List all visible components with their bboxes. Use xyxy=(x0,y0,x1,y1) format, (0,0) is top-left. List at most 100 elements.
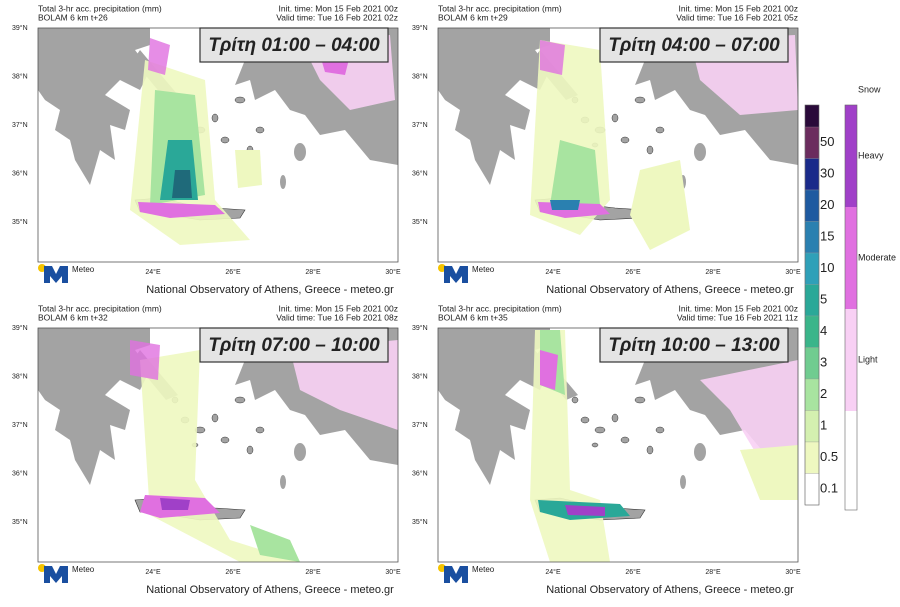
lon-label: 28°E xyxy=(305,568,321,576)
legend-swatch xyxy=(804,221,820,254)
legend-label: 5 xyxy=(820,292,827,307)
legend-swatch xyxy=(804,189,820,222)
lon-label: 24°E xyxy=(145,268,161,276)
valid-time: Valid time: Tue 16 Feb 2021 05z xyxy=(676,12,798,22)
legend-label: 4 xyxy=(820,323,827,338)
legend-swatch xyxy=(804,158,820,191)
snow-label: Heavy xyxy=(858,150,884,160)
lat-label: 37°N xyxy=(12,421,28,429)
legend-label: 2 xyxy=(820,386,827,401)
overlay-text: Τρίτη 07:00 – 10:00 xyxy=(208,335,380,356)
map-panel: Total 3-hr acc. precipitation (mm)BOLAM … xyxy=(12,3,401,296)
legend-top-box xyxy=(805,105,819,127)
logo-text: Meteo xyxy=(72,265,95,274)
legend-label: 1 xyxy=(820,418,827,433)
lat-label: 39°N xyxy=(12,324,28,332)
lat-label: 38°N xyxy=(12,72,28,80)
footer: National Observatory of Athens, Greece -… xyxy=(146,284,394,296)
overlay-box xyxy=(199,27,389,63)
snow-swatch xyxy=(845,207,857,309)
legend: 50 30 20 15 10 5 4 3 2 1 0.5 0.1 Snow Heavy Moderate Li… xyxy=(804,84,896,511)
lat-label: 37°N xyxy=(12,121,28,129)
logo-mark xyxy=(444,566,468,583)
snow-swatch xyxy=(845,309,857,411)
lon-label: 24°E xyxy=(145,568,161,576)
model-label: BOLAM 6 km t+32 xyxy=(38,312,108,322)
logo-text: Meteo xyxy=(472,565,495,574)
legend-swatch xyxy=(804,126,820,159)
snow-title: Snow xyxy=(858,84,881,94)
legend-frame xyxy=(804,104,820,506)
lon-label: 26°E xyxy=(625,568,641,576)
lat-label: 37°N xyxy=(412,421,428,429)
footer: National Observatory of Athens, Greece -… xyxy=(146,584,394,596)
lon-label: 24°E xyxy=(545,268,561,276)
legend-label: 0.5 xyxy=(820,449,838,464)
lat-label: 35°N xyxy=(12,218,28,226)
legend-label: 3 xyxy=(820,355,827,370)
lon-label: 28°E xyxy=(305,268,321,276)
model-label: BOLAM 6 km t+29 xyxy=(438,12,508,22)
lat-label: 38°N xyxy=(12,372,28,380)
model-label: BOLAM 6 km t+35 xyxy=(438,312,508,322)
lat-label: 36°N xyxy=(412,469,428,477)
panel-title: Total 3-hr acc. precipitation (mm) xyxy=(38,3,162,13)
init-time: Init. time: Mon 15 Feb 2021 00z xyxy=(278,3,398,13)
legend-swatch xyxy=(804,252,820,285)
lat-label: 38°N xyxy=(412,72,428,80)
lat-label: 39°N xyxy=(412,24,428,32)
lat-label: 37°N xyxy=(412,121,428,129)
legend-label: 50 xyxy=(820,134,834,149)
init-time: Init. time: Mon 15 Feb 2021 00z xyxy=(278,303,398,313)
lon-label: 30°E xyxy=(385,568,401,576)
lon-label: 30°E xyxy=(785,268,801,276)
logo-text: Meteo xyxy=(472,265,495,274)
snow-swatch xyxy=(845,105,857,207)
lat-label: 36°N xyxy=(12,469,28,477)
legend-swatch xyxy=(804,347,820,380)
map-panel: Total 3-hr acc. precipitation (mm)BOLAM … xyxy=(412,303,801,596)
legend-swatch xyxy=(804,284,820,317)
overlay-box xyxy=(599,327,789,363)
logo-mark xyxy=(444,266,468,283)
lat-label: 35°N xyxy=(412,518,428,526)
lat-label: 39°N xyxy=(12,24,28,32)
overlay-text: Τρίτη 01:00 – 04:00 xyxy=(208,35,380,56)
lon-label: 26°E xyxy=(625,268,641,276)
overlay-text: Τρίτη 04:00 – 07:00 xyxy=(608,35,780,56)
footer: National Observatory of Athens, Greece -… xyxy=(546,584,794,596)
legend-swatch xyxy=(804,378,820,411)
logo-mark xyxy=(44,266,68,283)
overlay-box xyxy=(199,327,389,363)
snow-frame xyxy=(844,104,858,511)
lat-label: 35°N xyxy=(12,518,28,526)
lat-label: 39°N xyxy=(412,324,428,332)
init-time: Init. time: Mon 15 Feb 2021 00z xyxy=(678,3,798,13)
map-panel: Total 3-hr acc. precipitation (mm)BOLAM … xyxy=(12,303,401,596)
lat-label: 36°N xyxy=(12,169,28,177)
panel-title: Total 3-hr acc. precipitation (mm) xyxy=(438,3,562,13)
legend-label: 10 xyxy=(820,260,834,275)
snow-label: Light xyxy=(858,354,878,364)
overlay-box xyxy=(599,27,789,63)
legend-swatch xyxy=(804,473,820,506)
map-panel: Total 3-hr acc. precipitation (mm)BOLAM … xyxy=(412,3,801,296)
legend-label: 0.1 xyxy=(820,481,838,496)
lat-label: 38°N xyxy=(412,372,428,380)
legend-swatch xyxy=(804,315,820,348)
valid-time: Valid time: Tue 16 Feb 2021 11z xyxy=(677,312,798,322)
lat-label: 36°N xyxy=(412,169,428,177)
init-time: Init. time: Mon 15 Feb 2021 00z xyxy=(678,303,798,313)
legend-swatch xyxy=(804,441,820,474)
lon-label: 26°E xyxy=(225,268,241,276)
lon-label: 28°E xyxy=(705,568,721,576)
lon-label: 28°E xyxy=(705,268,721,276)
panel-title: Total 3-hr acc. precipitation (mm) xyxy=(438,303,562,313)
valid-time: Valid time: Tue 16 Feb 2021 08z xyxy=(276,312,398,322)
lon-label: 30°E xyxy=(785,568,801,576)
footer: National Observatory of Athens, Greece -… xyxy=(546,284,794,296)
valid-time: Valid time: Tue 16 Feb 2021 02z xyxy=(276,12,398,22)
overlay-text: Τρίτη 10:00 – 13:00 xyxy=(608,335,780,356)
panel-title: Total 3-hr acc. precipitation (mm) xyxy=(38,303,162,313)
